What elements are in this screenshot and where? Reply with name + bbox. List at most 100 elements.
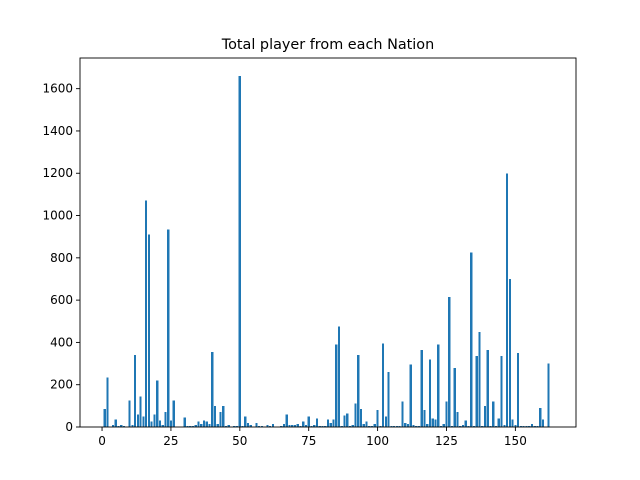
bar-83 xyxy=(329,422,332,427)
bar-115 xyxy=(417,425,421,427)
x-tick-label: 75 xyxy=(301,434,316,448)
y-tick-label: 1600 xyxy=(42,82,73,96)
x-tick-label: 100 xyxy=(366,434,389,448)
bar-1 xyxy=(103,409,106,427)
bar-84 xyxy=(332,419,335,427)
bar-61 xyxy=(269,425,272,427)
bar-156 xyxy=(530,423,534,427)
bar-91 xyxy=(351,424,354,427)
bar-139 xyxy=(483,405,487,427)
bar-89 xyxy=(346,413,349,427)
bar-80 xyxy=(321,425,324,427)
bar-51 xyxy=(241,425,244,427)
bar-108 xyxy=(398,425,401,427)
bar-75 xyxy=(307,416,310,427)
y-tick-label: 1400 xyxy=(42,124,73,138)
bar-31 xyxy=(186,425,189,427)
y-tick-label: 600 xyxy=(50,293,73,307)
bar-78 xyxy=(315,418,319,427)
bar-162 xyxy=(547,363,550,427)
bar-10 xyxy=(128,400,131,427)
bar-16 xyxy=(145,200,148,427)
bar-130 xyxy=(459,425,462,427)
bar-34 xyxy=(194,424,197,427)
bar-154 xyxy=(525,425,528,427)
bar-45 xyxy=(224,425,228,427)
bar-50 xyxy=(238,75,241,427)
bar-138 xyxy=(481,425,484,427)
bar-142 xyxy=(492,401,495,427)
bar-96 xyxy=(365,421,368,427)
bar-11 xyxy=(131,424,134,427)
y-axis: 0 200 400 600 800 1000 1200 1400 1600 xyxy=(42,82,80,434)
bar-98 xyxy=(370,425,374,427)
bar-120 xyxy=(431,418,434,427)
bar-157 xyxy=(533,425,536,427)
bar-118 xyxy=(426,423,429,427)
bar-119 xyxy=(428,359,432,427)
bar-13 xyxy=(136,414,139,427)
bar-125 xyxy=(445,401,448,427)
bar-103 xyxy=(384,416,387,427)
bar-33 xyxy=(191,425,195,427)
bar-132 xyxy=(464,420,467,427)
bar-146 xyxy=(503,424,506,427)
bar-153 xyxy=(522,425,525,427)
bar-44 xyxy=(222,405,225,427)
bar-134 xyxy=(470,252,473,427)
bar-117 xyxy=(423,410,426,427)
bar-111 xyxy=(406,423,410,427)
bar-113 xyxy=(412,424,415,427)
bar-69 xyxy=(291,424,294,427)
bar-73 xyxy=(302,421,305,427)
bar-21 xyxy=(158,420,162,427)
bar-79 xyxy=(318,425,321,427)
bar-137 xyxy=(478,331,481,427)
bar-67 xyxy=(285,414,288,427)
bar-147 xyxy=(506,173,509,427)
bar-116 xyxy=(420,349,423,427)
x-tick-label: 150 xyxy=(504,434,527,448)
bar-76 xyxy=(310,425,313,427)
bar-141 xyxy=(489,425,492,427)
bar-65 xyxy=(280,425,283,427)
bar-15 xyxy=(142,416,145,427)
bar-54 xyxy=(249,424,252,427)
bar-93 xyxy=(357,355,360,427)
bar-112 xyxy=(409,364,412,427)
bar-58 xyxy=(260,425,263,427)
bar-41 xyxy=(213,405,217,427)
bar-101 xyxy=(379,425,382,427)
bar-148 xyxy=(508,278,511,427)
bar-2 xyxy=(106,377,109,427)
bar-86 xyxy=(337,326,341,427)
bar-62 xyxy=(271,423,274,427)
bar-145 xyxy=(500,356,503,427)
bar-143 xyxy=(494,425,498,427)
bar-129 xyxy=(456,412,459,427)
bar-121 xyxy=(434,419,437,427)
bar-140 xyxy=(486,349,489,427)
bar-136 xyxy=(475,356,478,427)
bar-70 xyxy=(293,424,297,427)
plot-frame xyxy=(79,57,577,428)
bar-107 xyxy=(395,425,398,427)
x-tick-label: 50 xyxy=(232,434,247,448)
y-tick-label: 200 xyxy=(50,378,73,392)
bar-68 xyxy=(288,424,291,427)
bar-123 xyxy=(439,425,443,427)
bar-20 xyxy=(156,380,159,427)
bar-128 xyxy=(453,367,456,427)
bar-144 xyxy=(497,418,500,427)
y-tick-label: 1000 xyxy=(42,209,73,223)
bar-43 xyxy=(219,412,222,427)
bar-38 xyxy=(205,421,208,427)
bar-150 xyxy=(514,424,517,427)
y-tick-label: 800 xyxy=(50,251,73,265)
bar-6 xyxy=(117,425,120,427)
bar-155 xyxy=(528,425,531,427)
bar-18 xyxy=(150,421,153,427)
bar-105 xyxy=(390,425,393,427)
bar-12 xyxy=(134,355,137,427)
